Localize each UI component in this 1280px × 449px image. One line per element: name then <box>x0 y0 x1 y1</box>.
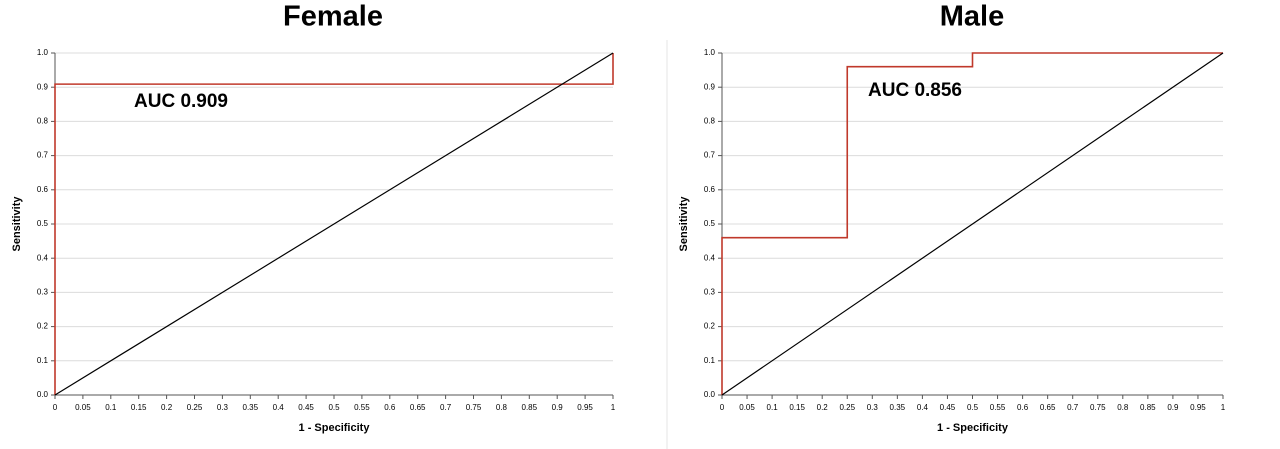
x-tick-label: 0.95 <box>577 403 593 412</box>
chart-title: Male <box>940 1 1004 33</box>
x-tick-label: 0.75 <box>466 403 482 412</box>
x-axis-label: 1 - Specificity <box>937 422 1009 434</box>
x-tick-label: 0.65 <box>1040 403 1056 412</box>
x-tick-label: 0.85 <box>1140 403 1156 412</box>
x-tick-label: 0.45 <box>940 403 956 412</box>
y-tick-label: 0.6 <box>37 185 49 194</box>
y-tick-label: 1.0 <box>37 48 49 57</box>
x-tick-label: 0.1 <box>767 403 779 412</box>
y-tick-label: 0.8 <box>37 117 49 126</box>
y-tick-label: 0.4 <box>37 253 49 262</box>
line <box>721 52 1224 396</box>
x-tick-label: 0.8 <box>1117 403 1129 412</box>
x-tick-label: 0.1 <box>105 403 117 412</box>
y-tick-label: 0.5 <box>704 219 716 228</box>
x-tick-label: 0.2 <box>161 403 173 412</box>
y-axis-label: Sensitivity <box>678 196 690 252</box>
y-tick-label: 0.3 <box>704 288 716 297</box>
annotation: AUC 0.856 <box>868 80 962 101</box>
y-tick-label: 0.4 <box>704 253 716 262</box>
x-tick-label: 0.95 <box>1190 403 1206 412</box>
x-tick-label: 0.9 <box>1167 403 1179 412</box>
y-tick-label: 0.7 <box>37 151 49 160</box>
x-tick-label: 0.55 <box>354 403 370 412</box>
y-tick-label: 0.1 <box>704 356 716 365</box>
x-tick-label: 0.65 <box>410 403 426 412</box>
x-tick-label: 0 <box>53 403 58 412</box>
x-tick-label: 0.6 <box>1017 403 1029 412</box>
x-tick-label: 0.35 <box>243 403 259 412</box>
line <box>54 53 614 395</box>
x-tick-label: 0.75 <box>1090 403 1106 412</box>
x-tick-label: 0.3 <box>867 403 879 412</box>
x-tick-label: 0.5 <box>328 403 340 412</box>
y-tick-label: 0.1 <box>37 356 49 365</box>
x-tick-label: 1 <box>1221 403 1226 412</box>
x-tick-label: 0.05 <box>75 403 91 412</box>
x-tick-label: 0.4 <box>273 403 285 412</box>
x-tick-label: 0.55 <box>990 403 1006 412</box>
x-tick-label: 0.25 <box>187 403 203 412</box>
x-tick-label: 0.5 <box>967 403 979 412</box>
x-tick-label: 0.9 <box>552 403 564 412</box>
x-tick-label: 0.15 <box>789 403 805 412</box>
y-tick-label: 0.2 <box>704 322 716 331</box>
y-tick-label: 0.3 <box>37 288 49 297</box>
y-tick-label: 0.0 <box>37 390 49 399</box>
x-tick-label: 0.7 <box>1067 403 1079 412</box>
x-tick-label: 0.45 <box>298 403 314 412</box>
x-tick-label: 0.8 <box>496 403 508 412</box>
x-tick-label: 0.4 <box>917 403 929 412</box>
y-tick-label: 0.9 <box>704 82 716 91</box>
x-tick-label: 1 <box>611 403 616 412</box>
y-tick-label: 0.9 <box>37 82 49 91</box>
x-tick-label: 0.35 <box>890 403 906 412</box>
x-axis-label: 1 - Specificity <box>299 422 371 434</box>
x-tick-label: 0.15 <box>131 403 147 412</box>
y-tick-label: 1.0 <box>704 48 716 57</box>
line <box>721 52 1223 395</box>
x-tick-label: 0.7 <box>440 403 452 412</box>
x-tick-label: 0.2 <box>817 403 829 412</box>
x-tick-label: 0.3 <box>217 403 229 412</box>
x-tick-label: 0.25 <box>839 403 855 412</box>
y-tick-label: 0.0 <box>704 390 716 399</box>
y-tick-label: 0.5 <box>37 219 49 228</box>
y-tick-label: 0.7 <box>704 151 716 160</box>
y-tick-label: 0.2 <box>37 322 49 331</box>
y-tick-label: 0.8 <box>704 117 716 126</box>
y-axis-label: Sensitivity <box>11 196 23 252</box>
x-tick-label: 0 <box>720 403 725 412</box>
x-tick-label: 0.05 <box>739 403 755 412</box>
annotation: AUC 0.909 <box>134 91 228 112</box>
x-tick-label: 0.85 <box>522 403 538 412</box>
chart-title: Female <box>283 1 383 33</box>
line <box>54 52 614 396</box>
x-tick-label: 0.6 <box>384 403 396 412</box>
y-tick-label: 0.6 <box>704 185 716 194</box>
